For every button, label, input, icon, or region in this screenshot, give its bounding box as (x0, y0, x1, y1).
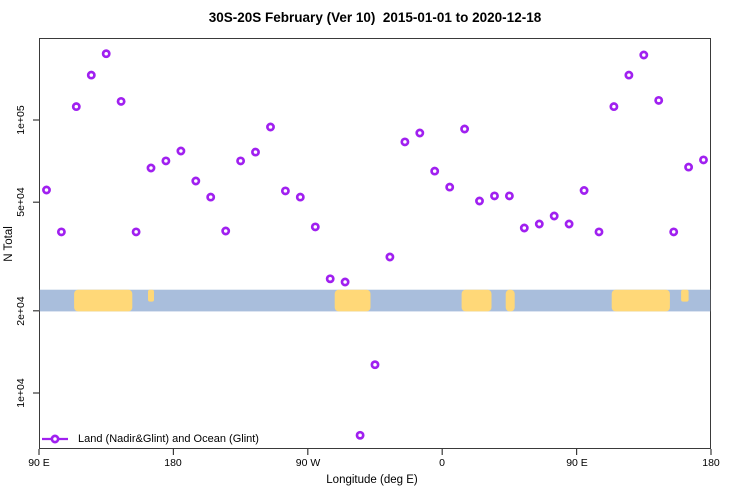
chart-title: 30S-20S February (Ver 10) 2015-01-01 to … (208, 10, 542, 25)
x-axis-tick-label: 0 (439, 457, 445, 469)
y-axis-tick-label: 2e+04 (15, 296, 27, 326)
y-axis-title: N Total (3, 226, 15, 262)
plot-area (39, 38, 711, 449)
x-axis-tick-label: 90 E (566, 457, 588, 469)
x-axis-tick-label: 90 E (28, 457, 50, 469)
x-axis-tick-label: 90 W (295, 457, 321, 469)
legend-marker-icon (42, 434, 68, 444)
legend: Land (Nadir&Glint) and Ocean (Glint) (41, 433, 259, 445)
y-axis-tick-label: 5e+04 (15, 187, 27, 217)
x-axis-tick-label: 180 (702, 457, 720, 469)
x-axis-tick-label: 180 (164, 457, 182, 469)
x-axis-title: Longitude (deg E) (326, 474, 418, 486)
legend-label: Land (Nadir&Glint) and Ocean (Glint) (78, 433, 259, 445)
y-axis-tick-label: 1e+05 (15, 105, 27, 135)
y-axis-tick-label: 1e+04 (15, 378, 27, 408)
